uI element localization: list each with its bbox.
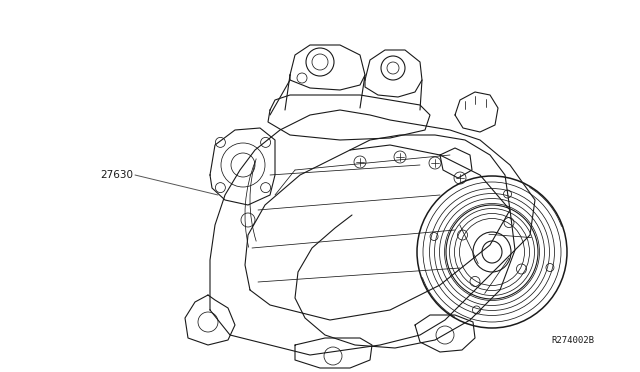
Text: R274002B: R274002B: [551, 336, 595, 345]
Text: 27630: 27630: [100, 170, 133, 180]
